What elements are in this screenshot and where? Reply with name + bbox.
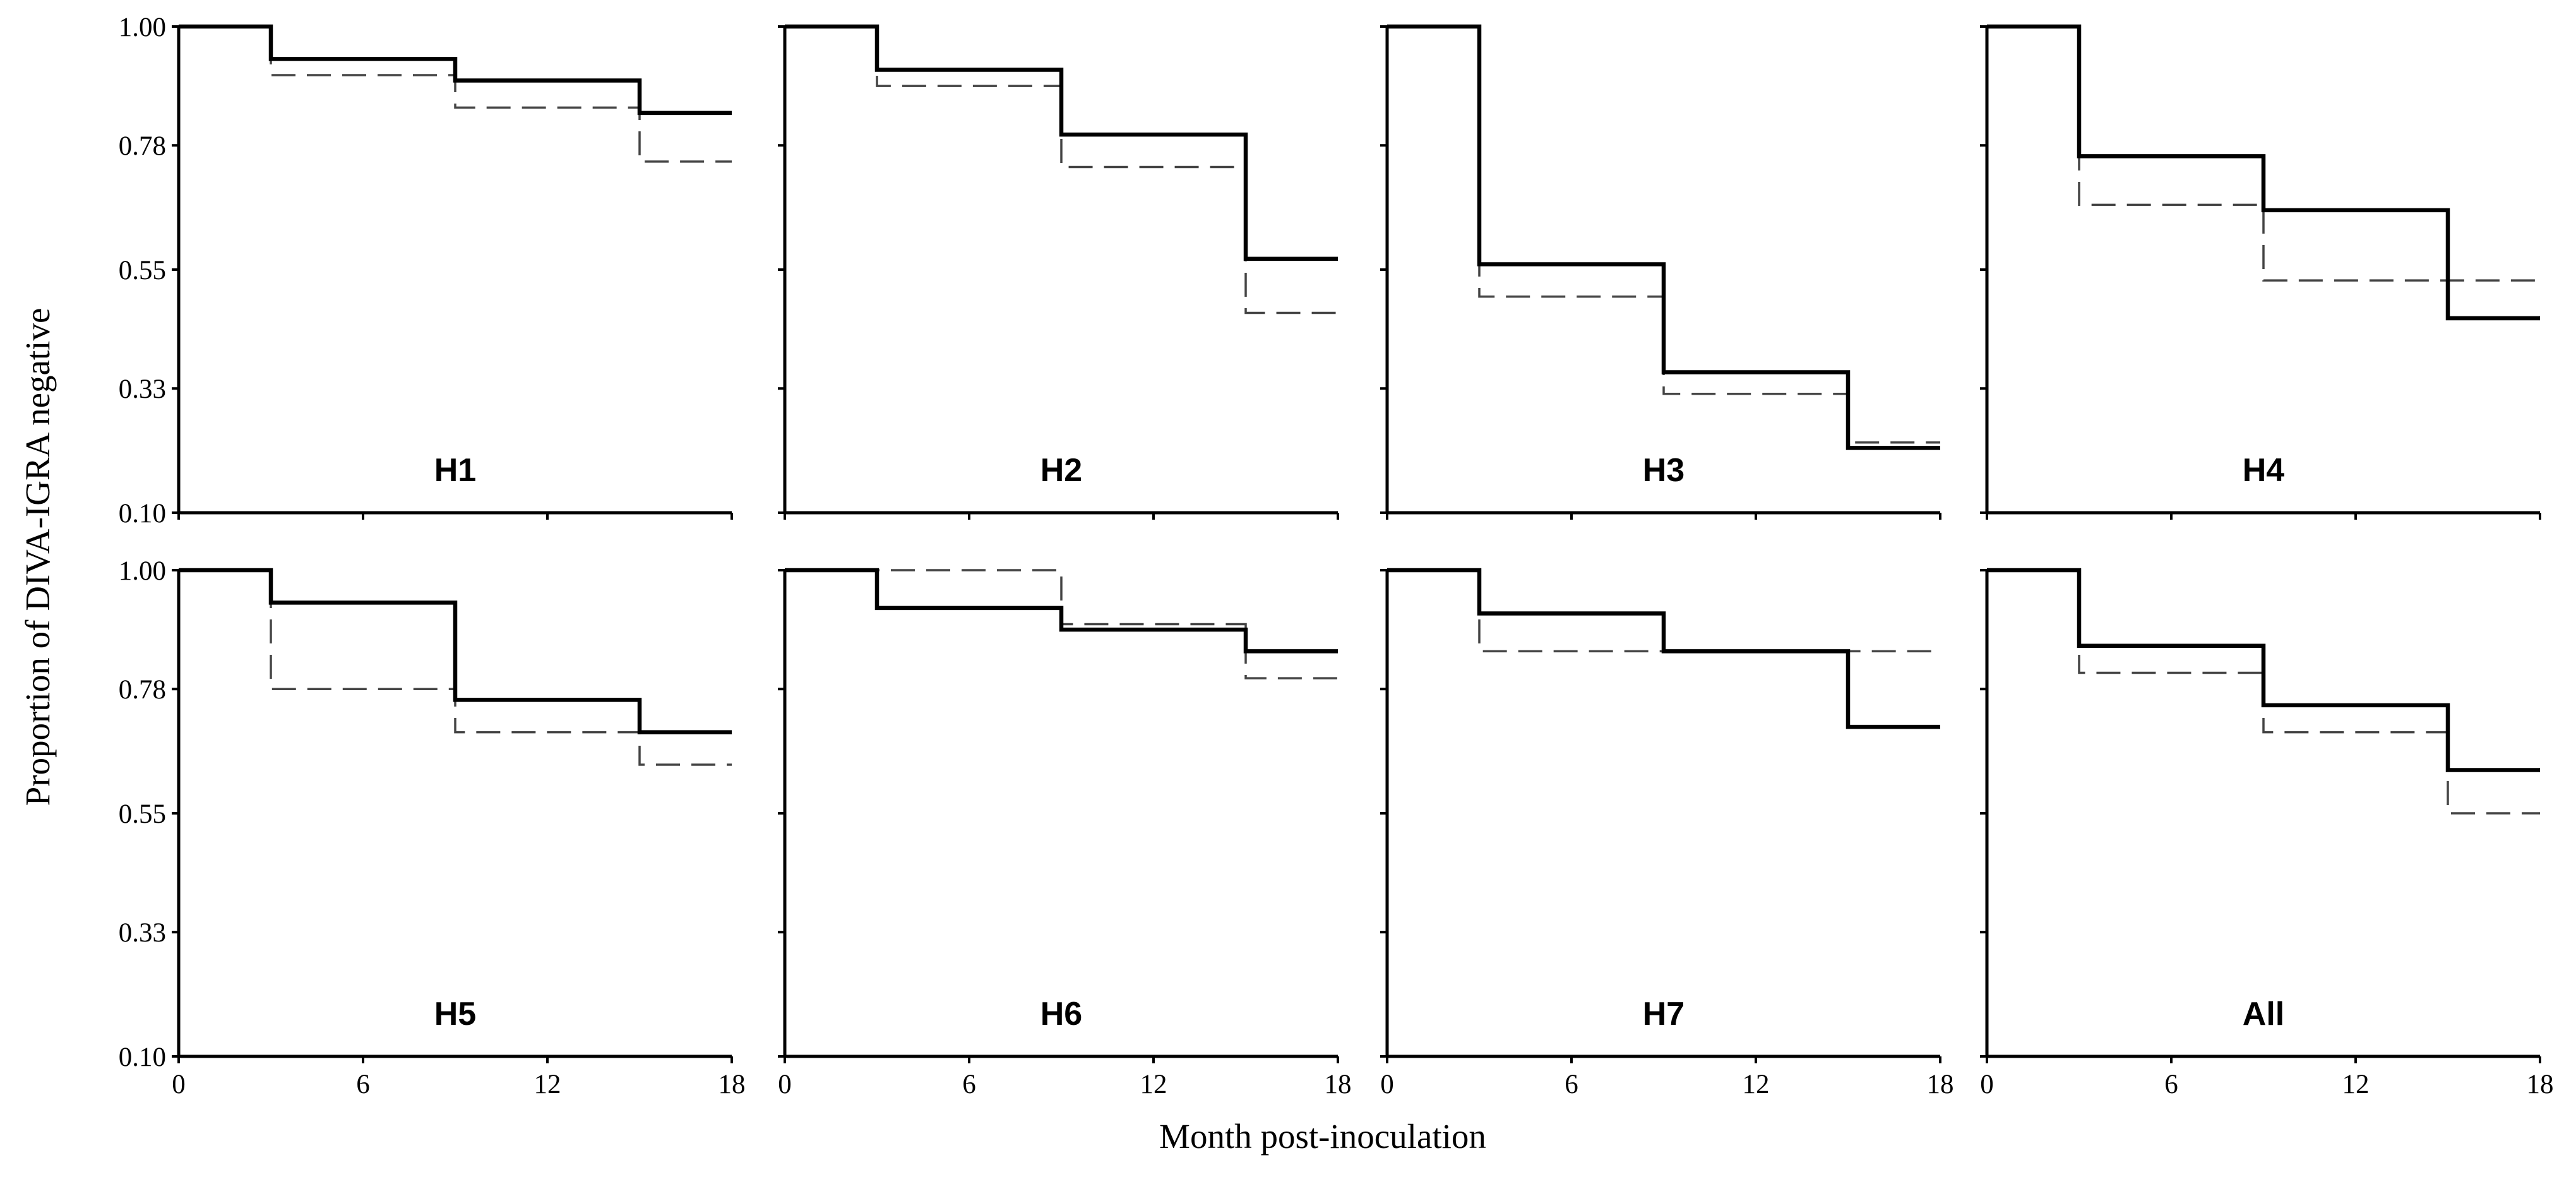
panel-label: H4	[2243, 452, 2285, 489]
x-tick-label: 12	[1140, 1070, 1167, 1099]
panel-label: H2	[1041, 452, 1082, 489]
y-tick-label: 0.78	[119, 675, 166, 705]
panel-label: All	[2243, 996, 2284, 1032]
y-tick-label: 1.00	[119, 13, 166, 42]
y-tick-label: 0.10	[119, 1043, 166, 1072]
series-line-solid	[785, 568, 1338, 654]
x-axis-title: Month post-inoculation	[1159, 1117, 1486, 1156]
panels-layer: 0.10 0.33 0.55 0.78 1.00 H1 H2 H3 H4 0.10 0.33 0.55…	[119, 13, 2554, 1099]
x-tick-label: 18	[2527, 1070, 2554, 1099]
x-tick-label: 18	[1325, 1070, 1352, 1099]
y-tick-label: 1.00	[119, 556, 166, 586]
series-line-solid	[1387, 24, 1940, 450]
series-line-dashed	[1387, 25, 1940, 444]
panel-h3: H3	[1380, 24, 1941, 520]
series-line-solid	[785, 24, 1338, 261]
panel-h7: 0 6 12 18 H7	[1380, 568, 1954, 1099]
panel-label: H1	[434, 452, 476, 489]
x-tick-label: 6	[356, 1070, 370, 1099]
x-tick-label: 12	[534, 1070, 561, 1099]
series-line-solid	[1987, 568, 2540, 772]
y-tick-label: 0.78	[119, 131, 166, 161]
panel-h4: H4	[1980, 24, 2541, 520]
panel-all: 0 6 12 18 All	[1980, 568, 2554, 1099]
x-tick-label: 18	[1927, 1070, 1954, 1099]
x-tick-label: 0	[172, 1070, 186, 1099]
x-tick-label: 18	[719, 1070, 746, 1099]
y-tick-label: 0.10	[119, 499, 166, 529]
series-line-solid	[179, 24, 732, 116]
series-line-solid	[1387, 568, 1940, 729]
x-tick-label: 6	[2164, 1070, 2178, 1099]
x-tick-label: 0	[1380, 1070, 1394, 1099]
x-tick-label: 0	[1980, 1070, 1994, 1099]
x-tick-label: 12	[2342, 1070, 2370, 1099]
panel-label: H5	[434, 996, 476, 1032]
series-line-dashed	[1987, 25, 2540, 282]
y-tick-label: 0.33	[119, 918, 166, 948]
y-tick-label: 0.33	[119, 374, 166, 404]
series-line-dashed	[179, 25, 732, 163]
panel-h6: 0 6 12 18 H6	[778, 568, 1352, 1099]
x-tick-label: 6	[1565, 1070, 1578, 1099]
y-tick-label: 0.55	[119, 799, 166, 829]
x-tick-label: 6	[962, 1070, 976, 1099]
x-tick-label: 0	[778, 1070, 792, 1099]
panel-label: H3	[1643, 452, 1685, 489]
series-line-solid	[179, 568, 732, 734]
x-tick-label: 12	[1743, 1070, 1770, 1099]
panel-h5: 0.10 0.33 0.55 0.78 1.00 0 6 12 18 H5	[119, 556, 746, 1099]
panel-label: H7	[1643, 996, 1685, 1032]
series-line-solid	[1987, 24, 2540, 321]
panel-h1: 0.10 0.33 0.55 0.78 1.00 H1	[119, 13, 733, 529]
y-axis-title: Proportion of DIVA-IGRA negative	[18, 308, 57, 806]
panel-h2: H2	[778, 24, 1339, 520]
panel-label: H6	[1041, 996, 1082, 1032]
y-tick-label: 0.55	[119, 256, 166, 285]
